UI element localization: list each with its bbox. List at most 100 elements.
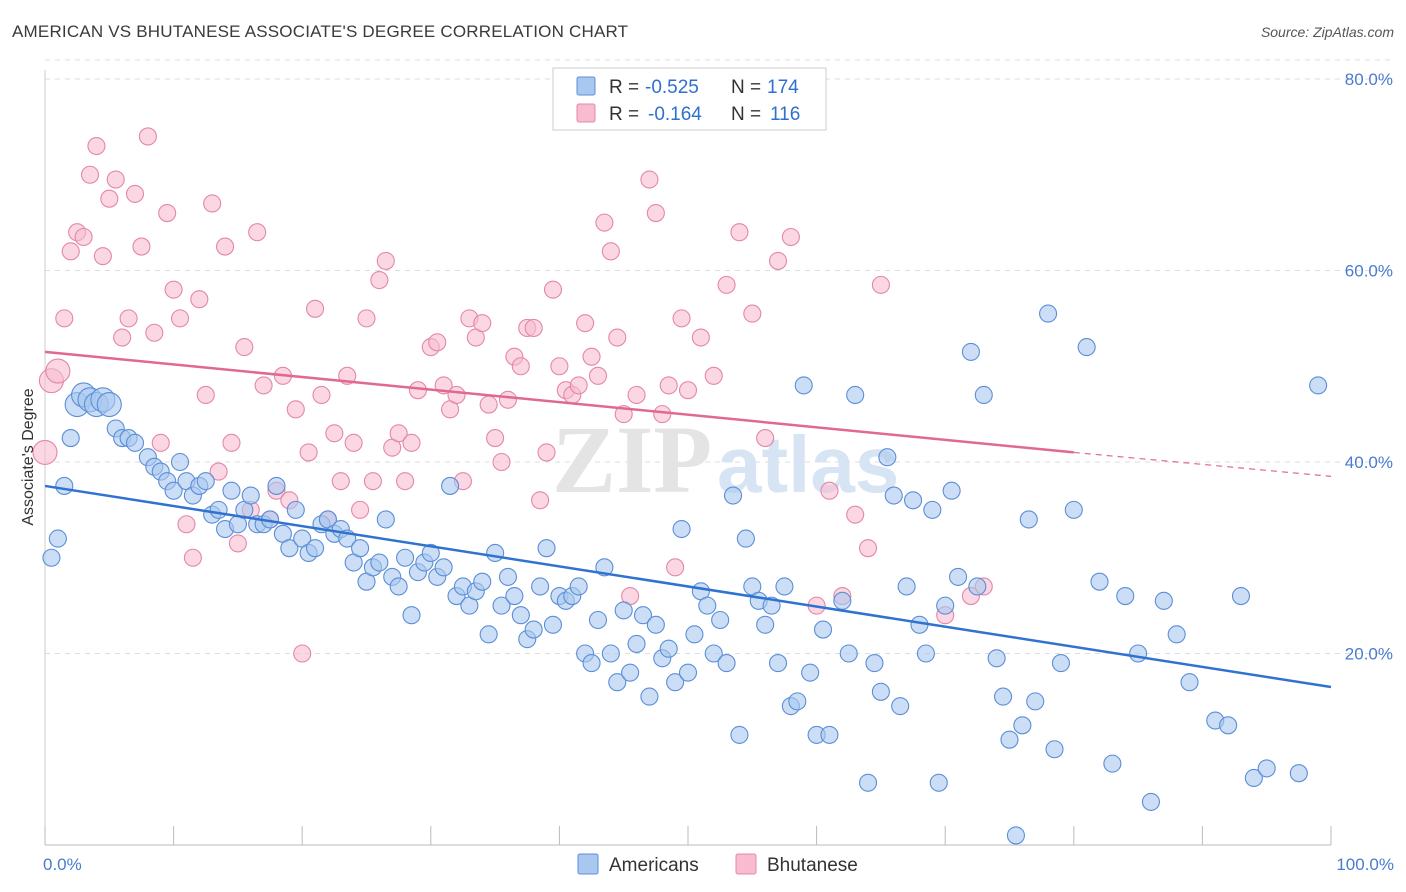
bhutanese-point	[428, 333, 447, 352]
legend-box	[552, 67, 827, 131]
bhutanese-point	[569, 376, 588, 395]
bhutanese-point	[32, 439, 58, 465]
source-credit: Source: ZipAtlas.com	[1260, 24, 1394, 40]
legend-swatch-americans	[576, 76, 596, 96]
bhutanese-point	[691, 328, 710, 347]
x-tick-label-max: 100.0%	[1336, 855, 1394, 874]
americans-point	[974, 385, 993, 405]
americans-point	[698, 596, 717, 615]
bhutanese-point	[209, 462, 228, 481]
bhutanese-point	[396, 472, 415, 491]
americans-point	[306, 539, 325, 558]
bhutanese-point	[299, 443, 318, 462]
bhutanese-point	[132, 237, 151, 256]
bhutanese-point	[45, 358, 71, 384]
americans-point	[871, 682, 890, 701]
bhutanese-point	[576, 314, 595, 333]
bhutanese-point	[312, 385, 331, 405]
americans-point	[897, 577, 916, 596]
americans-point	[389, 577, 408, 596]
americans-point	[942, 481, 961, 500]
bhutanese-point	[498, 390, 518, 409]
americans-point	[96, 391, 122, 418]
legend-swatch-bhutanese	[576, 103, 596, 123]
bhutanese-point	[370, 271, 389, 290]
legend-n-label-2: N =	[731, 104, 761, 125]
americans-point	[1019, 510, 1038, 529]
americans-point	[524, 620, 543, 639]
americans-point	[402, 606, 421, 625]
legend-r-label-2: R =	[609, 104, 639, 125]
americans-point	[1167, 625, 1186, 644]
americans-point	[1309, 376, 1328, 395]
americans-trend-line	[44, 484, 1332, 689]
bhutanese-point	[871, 275, 890, 294]
legend-bottom-label-bhutanese[interactable]: Bhutanese	[767, 855, 858, 876]
bhutanese-point	[106, 170, 125, 189]
americans-point	[421, 543, 440, 563]
americans-point	[820, 725, 839, 744]
bhutanese-point	[582, 347, 601, 366]
americans-point	[865, 654, 884, 673]
bhutanese-point	[608, 328, 627, 347]
bhutanese-point	[550, 357, 569, 376]
y-tick-labels: 20.0% 40.0% 60.0% 80.0%	[1345, 70, 1393, 664]
bhutanese-trend-extension	[1073, 451, 1332, 477]
americans-point	[492, 596, 511, 615]
americans-point	[601, 644, 620, 663]
bhutanese-point	[93, 247, 112, 266]
bhutanese-point	[492, 452, 511, 472]
americans-point	[267, 476, 286, 495]
americans-point	[1051, 654, 1070, 673]
americans-point	[396, 548, 415, 567]
americans-point	[1180, 673, 1199, 692]
americans-point	[833, 591, 852, 610]
americans-point	[839, 644, 858, 663]
americans-point	[1090, 572, 1109, 591]
americans-point	[351, 539, 370, 558]
bhutanese-point	[61, 242, 80, 261]
bhutanese-point	[653, 405, 672, 424]
bhutanese-point	[511, 357, 530, 376]
bhutanese-point	[858, 539, 878, 558]
bhutanese-point	[306, 299, 325, 318]
americans-point	[646, 615, 665, 634]
americans-point	[1026, 692, 1045, 711]
bhutanese-point	[363, 472, 382, 491]
x-ticks	[44, 826, 1332, 845]
americans-point	[730, 725, 749, 744]
bhutanese-point	[627, 385, 646, 405]
americans-point	[505, 586, 524, 606]
americans-point	[685, 625, 704, 644]
americans-point	[1045, 740, 1064, 759]
bhutanese-point	[531, 491, 550, 510]
americans-point	[473, 572, 492, 591]
americans-point	[717, 654, 736, 673]
americans-point	[486, 543, 505, 563]
americans-point	[775, 577, 794, 596]
bhutanese-point	[80, 165, 100, 184]
bhutanese-point	[659, 376, 678, 395]
bhutanese-point	[672, 309, 691, 328]
americans-point	[884, 486, 903, 505]
legend-bottom-label-americans[interactable]: Americans	[609, 855, 699, 876]
americans-point	[846, 385, 865, 405]
americans-point	[614, 601, 633, 620]
bhutanese-point	[228, 534, 247, 553]
americans-point	[633, 606, 653, 625]
y-tick-label-60: 60.0%	[1345, 262, 1393, 281]
legend-r-value-1: -0.525	[645, 77, 699, 98]
x-tick-label-min: 0.0%	[43, 855, 82, 874]
bhutanese-point	[524, 318, 543, 338]
bhutanese-point	[743, 304, 762, 323]
bhutanese-point	[543, 280, 563, 299]
legend-bottom-swatch-americans[interactable]	[577, 853, 599, 875]
legend-bottom-swatch-bhutanese[interactable]	[735, 853, 757, 875]
bhutanese-point	[331, 472, 350, 491]
bhutanese-point	[222, 433, 241, 452]
bhutanese-point	[408, 381, 427, 400]
bhutanese-point	[588, 366, 608, 385]
bhutanese-point	[196, 385, 215, 405]
bhutanese-point	[595, 213, 614, 232]
watermark-zip: ZIP	[552, 406, 712, 513]
